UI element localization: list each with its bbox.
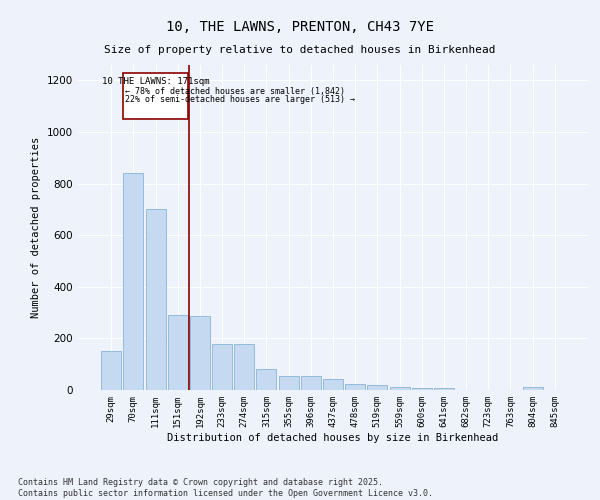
Text: 10 THE LAWNS: 171sqm: 10 THE LAWNS: 171sqm (102, 78, 209, 86)
Text: Size of property relative to detached houses in Birkenhead: Size of property relative to detached ho… (104, 45, 496, 55)
Bar (434, 388, 454, 390)
Y-axis label: Number of detached properties: Number of detached properties (31, 137, 41, 318)
Bar (190, 316, 210, 390)
FancyBboxPatch shape (124, 72, 188, 119)
Bar (234, 344, 254, 390)
Bar (168, 315, 188, 390)
Text: Contains HM Land Registry data © Crown copyright and database right 2025.
Contai: Contains HM Land Registry data © Crown c… (18, 478, 433, 498)
Bar (523, 387, 542, 390)
Bar (212, 344, 232, 390)
Bar (323, 379, 343, 390)
Bar (278, 376, 299, 390)
Text: 22% of semi-detached houses are larger (513) →: 22% of semi-detached houses are larger (… (125, 96, 355, 104)
Bar (367, 386, 388, 390)
Bar (345, 384, 365, 390)
Bar (301, 376, 321, 390)
Bar (256, 369, 277, 390)
X-axis label: Distribution of detached houses by size in Birkenhead: Distribution of detached houses by size … (167, 432, 499, 442)
Bar (124, 174, 143, 390)
Text: 10, THE LAWNS, PRENTON, CH43 7YE: 10, THE LAWNS, PRENTON, CH43 7YE (166, 20, 434, 34)
Bar (101, 352, 121, 390)
Bar (412, 388, 432, 390)
Bar (146, 210, 166, 390)
Text: ← 78% of detached houses are smaller (1,842): ← 78% of detached houses are smaller (1,… (125, 87, 345, 96)
Bar (389, 387, 410, 390)
